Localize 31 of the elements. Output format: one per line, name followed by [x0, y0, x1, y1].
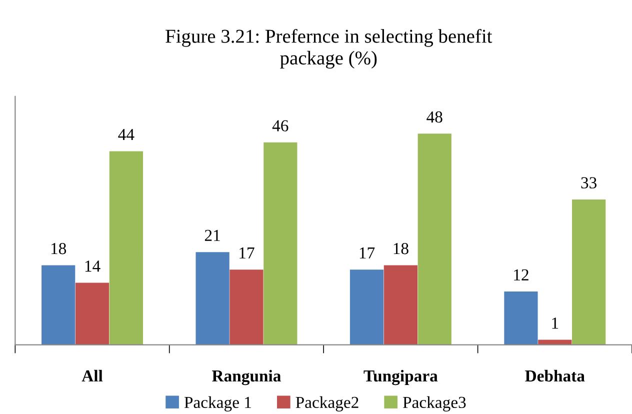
data-label: 14 [85, 260, 100, 272]
data-label: 48 [426, 111, 442, 123]
data-label: 1 [552, 318, 558, 329]
data-label: 46 [272, 120, 288, 132]
data-label: 12 [514, 269, 528, 280]
legend-label: Package3 [402, 396, 466, 412]
data-label: 18 [394, 242, 408, 254]
data-label: 33 [581, 177, 597, 188]
bar [109, 151, 144, 345]
bar [418, 134, 452, 345]
legend-label: Package2 [296, 396, 358, 412]
x-tick-label: Rangunia [212, 370, 281, 386]
data-label: 21 [204, 230, 220, 241]
data-label: 44 [118, 129, 134, 140]
bar [42, 265, 76, 345]
data-label: 17 [360, 247, 375, 258]
x-tick-label: Debhata [525, 370, 585, 382]
bar [264, 142, 298, 345]
bar [350, 270, 384, 345]
bar [196, 252, 230, 345]
bar [75, 282, 110, 345]
bar [504, 292, 538, 345]
data-label: 18 [51, 242, 66, 254]
data-label: 17 [240, 247, 254, 258]
x-tick-label: Tungipara [364, 370, 438, 386]
bar [230, 270, 264, 345]
bar [384, 265, 418, 345]
x-tick-label: All [82, 370, 103, 382]
legend-label: Package 1 [184, 396, 251, 412]
chart-title: Figure 3.21: Prefernce in selecting benefit package (%) [166, 28, 492, 69]
bar [572, 199, 606, 345]
